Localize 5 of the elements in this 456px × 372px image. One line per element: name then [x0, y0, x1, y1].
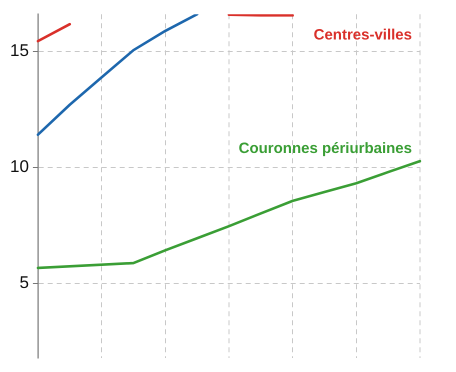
series-label: Couronnes périurbaines: [238, 140, 412, 158]
series-label: Centres-villes: [314, 26, 412, 44]
y-tick-label: 10: [10, 157, 29, 176]
y-tick-label: 5: [19, 273, 29, 292]
y-tick-label: 15: [10, 41, 29, 60]
